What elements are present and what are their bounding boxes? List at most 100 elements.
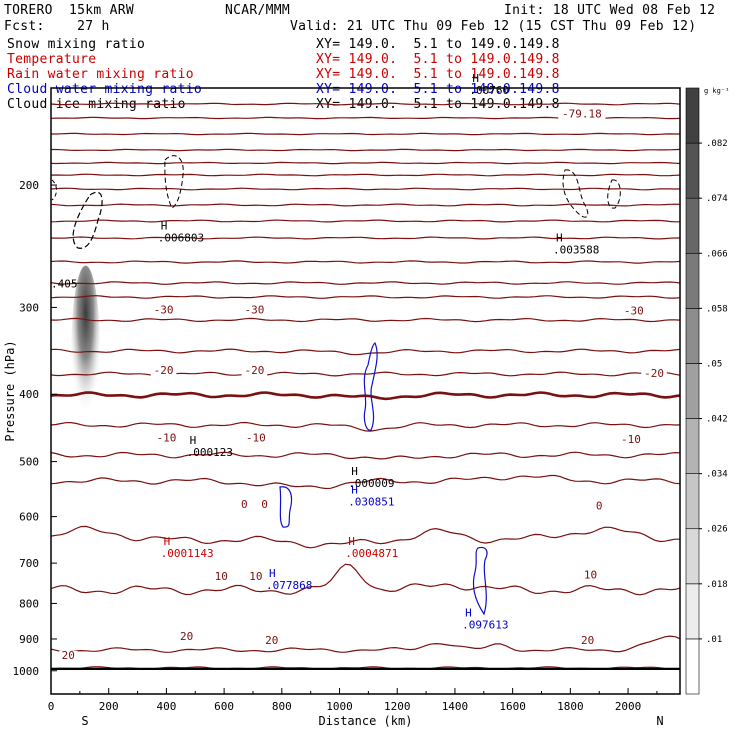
maximum-value: .0004871 — [345, 547, 398, 560]
maximum-value: .030851 — [348, 495, 394, 508]
colorbar-segment — [685, 363, 700, 419]
temperature-label: -10 — [156, 432, 176, 445]
maximum-marker: H — [351, 465, 358, 478]
field-name-snow: Snow mixing ratio — [7, 37, 146, 52]
temperature-contour — [51, 260, 680, 264]
colorbar-segment — [685, 638, 700, 695]
maximum-value: .003588 — [553, 244, 599, 257]
maximum-value: .405 — [51, 278, 78, 291]
temperature-contour — [51, 203, 680, 207]
temperature-label: -20 — [154, 364, 174, 377]
maximum-marker: H — [465, 607, 472, 620]
x-tick-label: 1600 — [499, 700, 526, 713]
maximum-value: .097613 — [462, 619, 508, 632]
y-tick-label: 200 — [19, 179, 39, 192]
colorbar-segment — [685, 473, 700, 530]
cloud-water-contour — [279, 486, 293, 528]
maximum-marker: H — [556, 232, 563, 245]
y-tick-label: 800 — [19, 597, 39, 610]
x-tick-label: 800 — [272, 700, 292, 713]
temperature-contour — [51, 102, 680, 106]
maximum-value: .000009 — [348, 477, 394, 490]
temperature-contour — [51, 348, 680, 356]
temperature-label: 10 — [249, 570, 262, 583]
init-time: Init: 18 UTC Wed 08 Feb 12 — [504, 3, 716, 18]
colorbar-segment — [685, 142, 700, 199]
temperature-label: 0 — [596, 499, 603, 512]
cloud-water-contour — [363, 342, 378, 431]
temperature-label: -79.18 — [562, 108, 602, 121]
colorbar-label: .074 — [706, 194, 728, 204]
cloud-ice-contour — [607, 179, 621, 209]
field-name-temperature: Temperature — [7, 52, 97, 67]
below-ground — [51, 670, 680, 694]
temperature-contour — [51, 161, 680, 165]
maximum-value: .000123 — [187, 446, 233, 459]
temperature-label: 20 — [62, 649, 75, 662]
temperature-contour — [51, 173, 680, 177]
maximum-marker: H — [348, 535, 355, 548]
plot-frame — [50, 87, 681, 695]
cloud-ice-contour — [72, 191, 103, 249]
temperature-label: -30 — [624, 304, 644, 317]
colorbar-segment — [685, 87, 700, 144]
colorbar-segment — [685, 197, 700, 254]
cloud-ice-contour — [562, 169, 589, 218]
cloud-water-contour — [472, 546, 488, 616]
colorbar-segment — [685, 252, 700, 309]
y-tick-label: 900 — [19, 633, 39, 646]
temperature-contour — [51, 132, 680, 136]
colorbar-label: .082 — [706, 139, 728, 149]
temperature-contour — [51, 317, 680, 323]
x-axis-label: Distance (km) — [319, 714, 413, 728]
temperature-contour — [51, 236, 680, 240]
temperature-label: -20 — [644, 367, 664, 380]
x-tick-label: 1000 — [326, 700, 353, 713]
y-tick-label: 300 — [19, 301, 39, 314]
y-tick-label: 700 — [19, 557, 39, 570]
maximum-marker: H — [472, 72, 479, 85]
maximum-value: .0001143 — [161, 547, 214, 560]
temperature-contour — [51, 187, 680, 191]
y-tick-label: 500 — [19, 456, 39, 469]
y-tick-label: 1000 — [13, 665, 40, 678]
temperature-label: -10 — [621, 433, 641, 446]
temperature-label: -30 — [154, 303, 174, 316]
temperature-label: 10 — [584, 568, 597, 581]
x-tick-label: 2000 — [615, 700, 642, 713]
colorbar-label: .026 — [706, 525, 728, 535]
temperature-contour — [51, 295, 680, 299]
maximum-marker: H — [161, 219, 168, 232]
maximum-marker: H — [190, 434, 197, 447]
temperature-label: -30 — [244, 303, 264, 316]
temperature-label: 0 — [261, 498, 268, 511]
maximum-value: .077868 — [266, 579, 312, 592]
colorbar-segment — [685, 528, 700, 585]
temperature-contour — [51, 474, 680, 490]
temperature-contour — [51, 219, 680, 223]
temperature-label: -20 — [244, 364, 264, 377]
temperature-contour — [51, 563, 680, 596]
temperature-contour — [51, 451, 680, 460]
colorbar-unit: g kg⁻¹ — [704, 87, 729, 95]
temperature-label: 20 — [180, 630, 193, 643]
x-tick-label: 600 — [214, 700, 234, 713]
snow-shading — [71, 265, 101, 435]
maximum-marker: H — [351, 483, 358, 496]
maximum-marker: H — [164, 535, 171, 548]
temperature-contour — [51, 635, 680, 653]
x-tick-label: 1200 — [384, 700, 411, 713]
colorbar-label: .034 — [706, 470, 728, 480]
field-xy-temperature: XY= 149.0. 5.1 to 149.0.149.8 — [316, 52, 560, 67]
temperature-label: 0 — [241, 498, 248, 511]
cloud-ice-contour — [51, 179, 57, 201]
maximum-value: .006803 — [158, 231, 204, 244]
temperature-contour — [51, 525, 680, 549]
cloud-ice-contour — [164, 155, 184, 209]
field-xy-snow: XY= 149.0. 5.1 to 149.0.149.8 — [316, 37, 560, 52]
colorbar-label: .018 — [706, 580, 728, 590]
field-name-cloud-water: Cloud water mixing ratio — [7, 82, 203, 97]
colorbar-segment — [685, 308, 700, 364]
center-title: NCAR/MMM — [225, 3, 291, 18]
